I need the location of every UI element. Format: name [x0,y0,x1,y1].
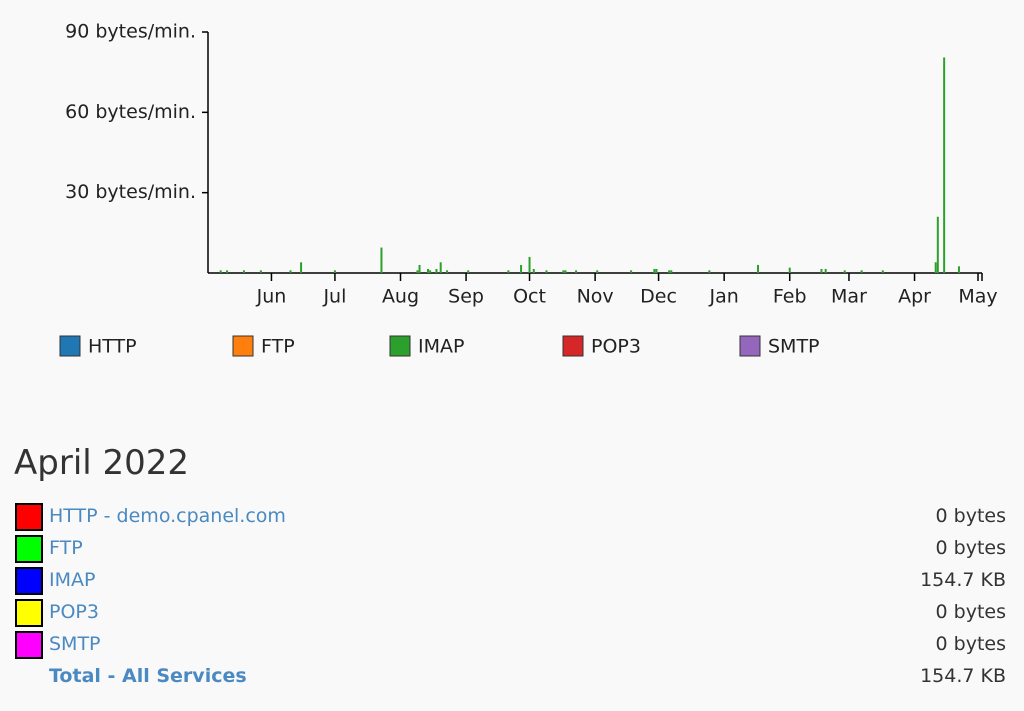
legend-swatch [232,335,254,357]
summary-total: Total - All Services 154.7 KB [0,660,1024,692]
usage-value: 0 bytes [935,537,1006,559]
x-tick-label: Feb [773,286,807,308]
bar [824,268,827,273]
bar [820,268,823,273]
summary-rows: HTTP - demo.cpanel.com 0 bytes FTP 0 bytes I… [0,500,1024,692]
y-tick-label: 60 bytes/min. [65,101,196,123]
bar [429,270,432,273]
bar [416,270,419,273]
bar [242,270,245,273]
x-tick-label: May [958,286,997,308]
bar [532,268,535,273]
bar [226,270,229,273]
bar [881,270,884,273]
bar [757,264,759,273]
x-tick-label: Mar [831,286,867,308]
summary-row: POP3 0 bytes [0,596,1024,628]
bar [380,247,383,273]
bar [439,262,442,273]
bar [520,264,523,273]
bar [708,270,711,273]
bar [788,267,791,273]
chart: 30 bytes/min. 60 bytes/min. 90 bytes/min. J… [59,21,998,358]
bar [467,270,470,273]
bar [668,270,671,273]
x-tick-label: Apr [898,286,931,308]
bar [596,270,599,273]
legend-swatch [562,335,584,357]
legend-label: POP3 [591,336,641,358]
x-tick-label: Jun [256,286,287,308]
total-value: 154.7 KB [920,665,1006,687]
service-link[interactable]: POP3 [49,601,99,623]
bar [300,262,303,273]
service-link[interactable]: SMTP [49,633,101,655]
summary-row: SMTP 0 bytes [0,628,1024,660]
x-tick-label: Dec [640,286,677,308]
bar [843,270,846,273]
summary-row: HTTP - demo.cpanel.com 0 bytes [0,500,1024,532]
x-tick-label: Jan [709,286,739,308]
legend-label: IMAP [418,336,464,358]
bar [653,268,656,273]
legend-label: HTTP [88,336,137,358]
bar [427,268,429,273]
bar [936,216,939,273]
legend-swatch [739,335,761,357]
usage-value: 0 bytes [935,601,1006,623]
legend-label: SMTP [768,336,820,358]
x-tick-label: Nov [577,286,614,308]
service-link[interactable]: HTTP - demo.cpanel.com [49,505,286,527]
summary-row: IMAP 154.7 KB [0,564,1024,596]
bar [545,270,548,273]
bar [259,270,262,273]
bar [446,270,449,273]
y-tick-label: 30 bytes/min. [65,181,196,203]
service-link[interactable]: IMAP [49,569,96,591]
color-swatch [15,631,43,659]
x-tick-label: Aug [382,286,419,308]
color-swatch [15,503,43,531]
usage-value: 154.7 KB [920,569,1006,591]
bar [289,270,292,273]
color-swatch [15,535,43,563]
bar [219,270,222,273]
legend-swatch [389,335,411,357]
bar [575,270,578,273]
bar [528,256,531,273]
bar [860,270,863,273]
bar [655,268,658,273]
bar [562,270,565,273]
bar [630,270,633,273]
bar [934,262,937,273]
usage-value: 0 bytes [935,505,1006,527]
x-tick-label: Oct [513,286,546,308]
y-tick-label: 90 bytes/min. [65,21,196,43]
bar [943,57,946,273]
service-link[interactable]: FTP [49,537,83,559]
legend-label: FTP [261,336,295,358]
total-link[interactable]: Total - All Services [49,665,247,687]
bar [333,270,336,273]
color-swatch [15,567,43,595]
bar [507,270,510,273]
color-swatch [15,599,43,627]
bar [957,266,960,273]
legend-swatch [59,335,81,357]
summary-row: FTP 0 bytes [0,532,1024,564]
bar [418,264,421,273]
bar [564,270,567,273]
bar [435,268,438,273]
usage-value: 0 bytes [935,633,1006,655]
summary: April 2022 HTTP - demo.cpanel.com 0 bytes… [0,440,1024,692]
x-tick-label: Jul [322,286,346,308]
x-tick-label: Sep [448,286,484,308]
summary-title: April 2022 [14,443,190,483]
bar [670,270,673,273]
